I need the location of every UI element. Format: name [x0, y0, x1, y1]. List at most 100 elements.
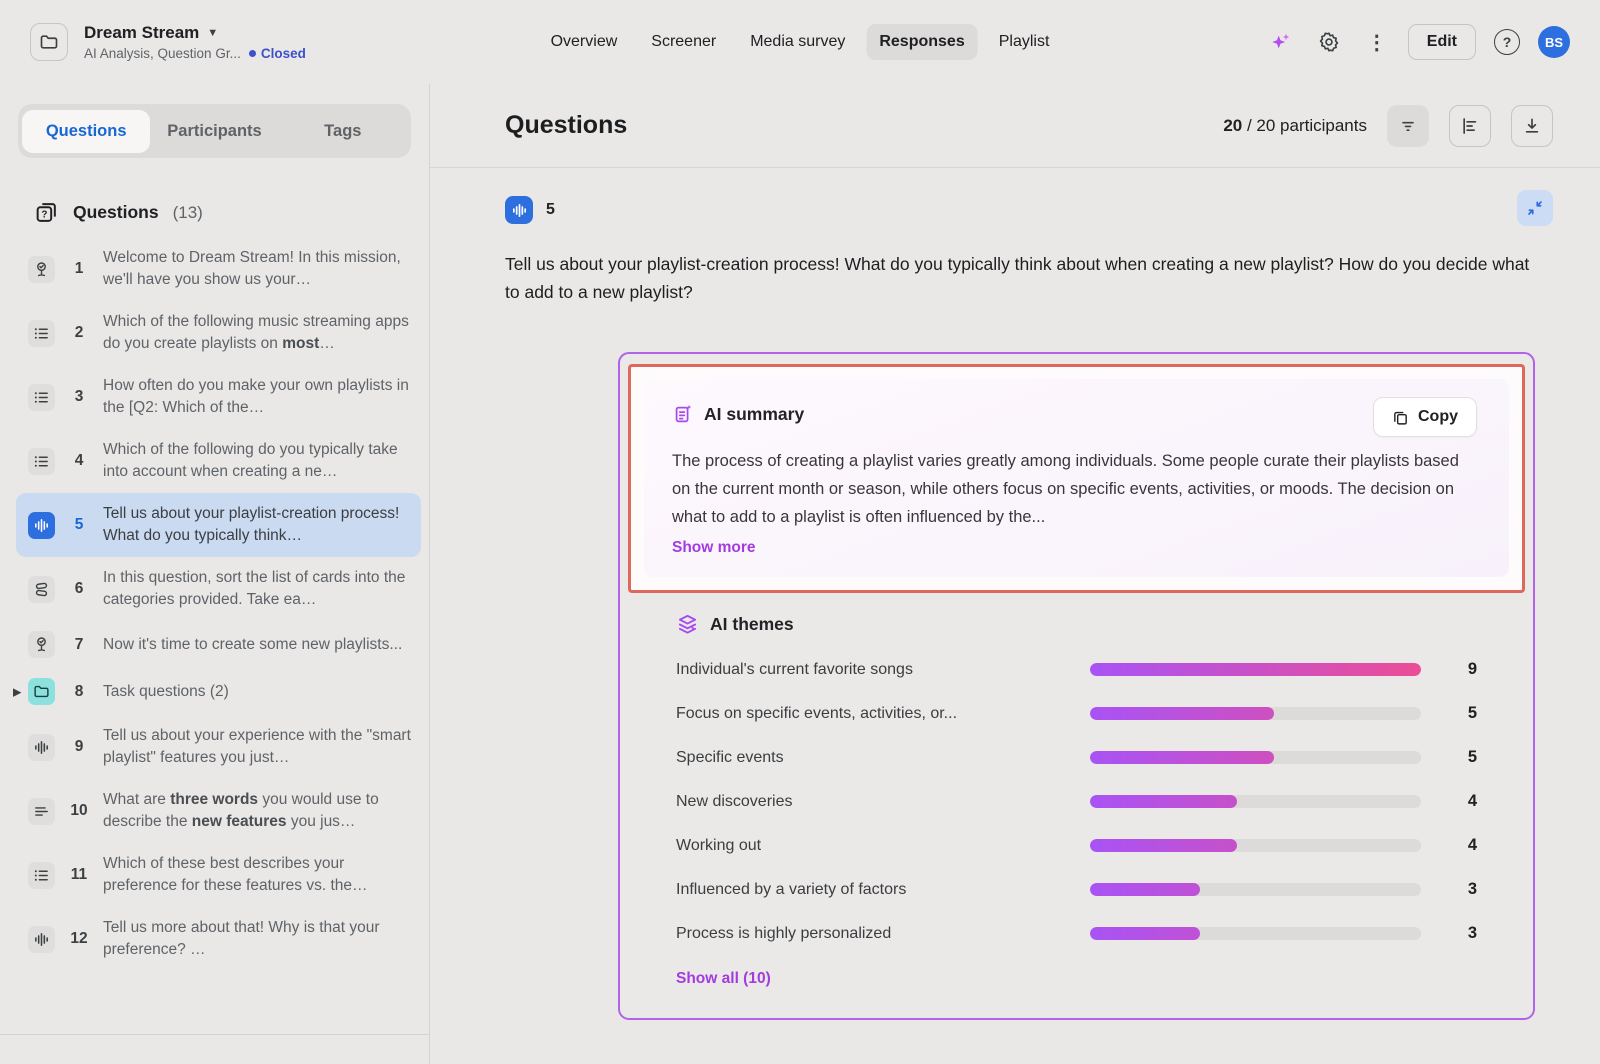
theme-count: 4: [1421, 792, 1477, 811]
question-item-number: 2: [68, 324, 90, 342]
settings-gear-icon[interactable]: [1312, 25, 1346, 59]
sidebar-item-question-1[interactable]: 1 Welcome to Dream Stream! In this missio…: [16, 237, 421, 301]
sidebar-item-question-7[interactable]: 7Now it's time to create some new playli…: [16, 621, 421, 668]
mission-icon: [28, 256, 55, 283]
theme-label: Specific events: [676, 749, 1090, 767]
ai-themes-section: AI themes Individual's current favorite …: [628, 593, 1525, 988]
sidebar-item-question-8[interactable]: ▶8Task questions (2): [16, 668, 421, 715]
theme-row[interactable]: Individual's current favorite songs 9: [676, 660, 1477, 679]
nav-tab-screener[interactable]: Screener: [638, 24, 729, 60]
theme-bar-track: [1090, 707, 1421, 720]
sidebar-item-question-5[interactable]: 5Tell us about your playlist-creation pr…: [16, 493, 421, 557]
list-icon: [28, 862, 55, 889]
nav-tab-responses[interactable]: Responses: [866, 24, 977, 60]
theme-count: 5: [1421, 748, 1477, 767]
theme-label: Working out: [676, 837, 1090, 855]
sidebar-tab-participants[interactable]: Participants: [150, 110, 278, 153]
help-icon[interactable]: ?: [1490, 25, 1524, 59]
edit-button[interactable]: Edit: [1408, 24, 1476, 60]
nav-tab-playlist[interactable]: Playlist: [986, 24, 1063, 60]
theme-count: 3: [1421, 924, 1477, 943]
more-options-kebab-icon[interactable]: ⋮: [1360, 25, 1394, 59]
ai-themes-icon: [676, 613, 699, 636]
main-panel: Questions 20 / 20 participants: [430, 84, 1600, 1064]
theme-label: Focus on specific events, activities, or…: [676, 705, 1090, 723]
user-avatar[interactable]: BS: [1538, 26, 1570, 58]
project-switcher[interactable]: Dream Stream ▼ AI Analysis, Question Gr.…: [30, 23, 306, 61]
show-all-link[interactable]: Show all (10): [676, 970, 771, 988]
question-block: 5 Tell us about your playlist-creation p…: [430, 168, 1600, 1020]
question-item-number: 4: [68, 452, 90, 470]
ai-summary-icon: [672, 403, 694, 425]
question-item-number: 12: [68, 930, 90, 948]
theme-label: New discoveries: [676, 793, 1090, 811]
expand-chevron-icon[interactable]: ▶: [13, 685, 21, 698]
theme-row[interactable]: Influenced by a variety of factors3: [676, 880, 1477, 899]
status-dot-icon: [249, 50, 256, 57]
question-item-text: How often do you make your own playlists…: [103, 375, 411, 419]
theme-bar-track: [1090, 663, 1421, 676]
audio-question-icon: [505, 196, 533, 224]
theme-row[interactable]: Process is highly personalized3: [676, 924, 1477, 943]
project-folder-icon: [30, 23, 68, 61]
filter-button[interactable]: [1387, 105, 1429, 147]
theme-bar-track: [1090, 927, 1421, 940]
sidebar-tab-questions[interactable]: Questions: [22, 110, 150, 153]
copy-button[interactable]: Copy: [1373, 397, 1477, 437]
sidebar-item-question-3[interactable]: 3How often do you make your own playlist…: [16, 365, 421, 429]
nav-tab-media-survey[interactable]: Media survey: [737, 24, 858, 60]
nav-tab-overview[interactable]: Overview: [538, 24, 631, 60]
question-item-text: Welcome to Dream Stream! In this mission…: [103, 247, 411, 291]
question-item-number: 9: [68, 738, 90, 756]
ai-analysis-card: AI summary Copy The process of creating …: [618, 352, 1535, 1020]
theme-bar-track: [1090, 883, 1421, 896]
ai-summary-card: AI summary Copy The process of creating …: [644, 379, 1509, 577]
chevron-down-icon[interactable]: ▼: [207, 27, 218, 39]
theme-row[interactable]: Focus on specific events, activities, or…: [676, 704, 1477, 723]
sidebar-item-question-2[interactable]: 2Which of the following music streaming …: [16, 301, 421, 365]
top-navigation: OverviewScreenerMedia surveyResponsesPla…: [538, 24, 1063, 60]
questions-stack-icon: ?: [34, 200, 59, 225]
sidebar-item-question-6[interactable]: 6 In this question, sort the list of card…: [16, 557, 421, 621]
theme-label: Individual's current favorite songs: [676, 661, 1090, 679]
sidebar-tab-tags[interactable]: Tags: [279, 110, 407, 153]
question-item-text: Which of these best describes your prefe…: [103, 853, 411, 897]
text-icon: [28, 798, 55, 825]
audio-icon: [28, 734, 55, 761]
theme-label: Influenced by a variety of factors: [676, 881, 1090, 899]
sidebar-item-question-11[interactable]: 11Which of these best describes your pre…: [16, 843, 421, 907]
question-item-text: In this question, sort the list of cards…: [103, 567, 411, 611]
sidebar-item-question-10[interactable]: 10What are three words you would use to …: [16, 779, 421, 843]
question-item-number: 8: [68, 683, 90, 701]
questions-section-title: Questions: [73, 202, 159, 223]
sidebar-item-question-4[interactable]: 4Which of the following do you typically…: [16, 429, 421, 493]
chart-view-button[interactable]: [1449, 105, 1491, 147]
theme-row[interactable]: New discoveries 4: [676, 792, 1477, 811]
theme-bar-fill: [1090, 839, 1237, 852]
question-item-number: 1: [68, 260, 90, 278]
sidebar-item-question-9[interactable]: 9Tell us about your experience with the …: [16, 715, 421, 779]
theme-bar-track: [1090, 751, 1421, 764]
ai-themes-title: AI themes: [710, 614, 794, 635]
theme-count: 9: [1421, 660, 1477, 679]
list-icon: [28, 384, 55, 411]
ai-sparkles-icon[interactable]: [1264, 25, 1298, 59]
show-more-link[interactable]: Show more: [672, 539, 756, 557]
audio-icon: [28, 512, 55, 539]
theme-bar-fill: [1090, 927, 1200, 940]
list-icon: [28, 320, 55, 347]
highlighted-region: AI summary Copy The process of creating …: [628, 364, 1525, 593]
question-item-text: Tell us about your playlist-creation pro…: [103, 503, 411, 547]
svg-text:?: ?: [41, 210, 47, 221]
mission-icon: [28, 631, 55, 658]
theme-row[interactable]: Working out4: [676, 836, 1477, 855]
download-button[interactable]: [1511, 105, 1553, 147]
ai-summary-title: AI summary: [704, 404, 804, 425]
sidebar-divider: [0, 1034, 429, 1035]
question-item-text: Tell us more about that! Why is that you…: [103, 917, 411, 961]
collapse-button[interactable]: [1517, 190, 1553, 226]
question-item-number: 6: [68, 580, 90, 598]
question-item-number: 7: [68, 636, 90, 654]
theme-row[interactable]: Specific events 5: [676, 748, 1477, 767]
sidebar-item-question-12[interactable]: 12 Tell us more about that! Why is that y…: [16, 907, 421, 971]
